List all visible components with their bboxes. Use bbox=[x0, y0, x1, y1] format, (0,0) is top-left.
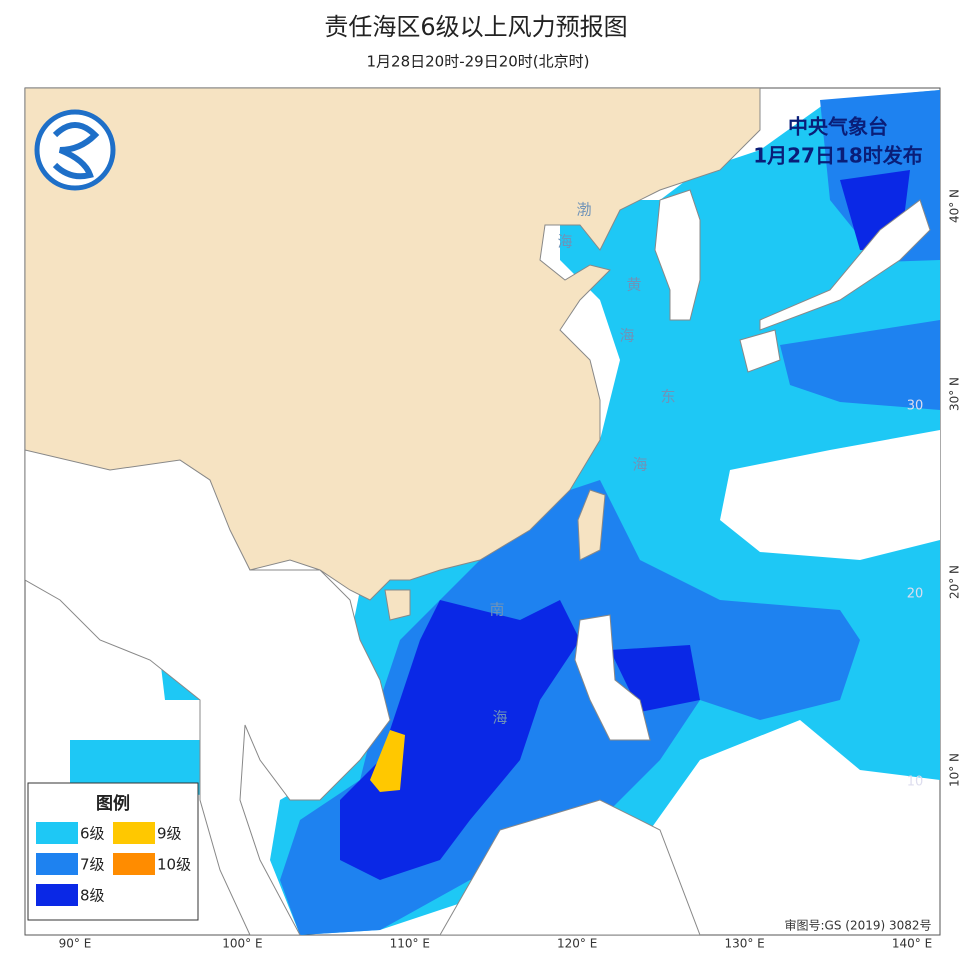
sea-label: 东 bbox=[660, 388, 675, 406]
overlay: 中央气象台 1月27日18时发布 渤 海 黄 海 东 海 南 海 审图号:GS … bbox=[27, 109, 962, 951]
sea-label: 海 bbox=[492, 709, 507, 727]
wind-zone bbox=[780, 320, 940, 410]
sea-label: 南 bbox=[489, 601, 504, 619]
issuer-agency: 中央气象台 bbox=[788, 115, 888, 139]
lon-label: 140° E bbox=[892, 937, 932, 951]
wind-zone bbox=[370, 730, 405, 792]
legend-label: 9级 bbox=[157, 825, 182, 843]
legend-label: 10级 bbox=[157, 856, 191, 874]
title: 责任海区6级以上风力预报图 bbox=[324, 13, 627, 41]
land bbox=[577, 489, 606, 561]
lon-label: 100° E bbox=[222, 937, 262, 951]
lon-label: 120° E bbox=[557, 937, 597, 951]
legend-swatch bbox=[36, 884, 78, 906]
land bbox=[759, 199, 931, 331]
lat-label: 30° N bbox=[948, 377, 962, 411]
legend-swatch bbox=[36, 853, 78, 875]
sea-label: 黄 bbox=[626, 276, 641, 294]
legend-swatch bbox=[113, 822, 155, 844]
land bbox=[439, 799, 701, 935]
logo-mark bbox=[52, 122, 100, 180]
grid-value: 10 bbox=[907, 775, 924, 790]
legend-title: 图例 bbox=[96, 793, 130, 814]
sea-label: 渤 bbox=[576, 201, 591, 219]
wind-zone bbox=[340, 600, 580, 880]
approval-number: 审图号:GS (2019) 3082号 bbox=[784, 918, 931, 933]
issue-time: 1月27日18时发布 bbox=[753, 144, 923, 168]
map-layers bbox=[25, 88, 940, 935]
land bbox=[654, 189, 701, 321]
legend-swatch bbox=[36, 822, 78, 844]
land bbox=[25, 88, 761, 601]
legend-label: 8级 bbox=[80, 887, 105, 905]
land bbox=[739, 329, 781, 373]
lat-label: 40° N bbox=[948, 189, 962, 223]
land bbox=[574, 614, 651, 741]
wind-zone bbox=[70, 740, 205, 795]
subtitle: 1月28日20时-29日20时(北京时) bbox=[366, 53, 589, 71]
lon-label: 130° E bbox=[724, 937, 764, 951]
grid-value: 30 bbox=[907, 399, 924, 414]
sea-label: 海 bbox=[619, 327, 634, 345]
legend-label: 6级 bbox=[80, 825, 105, 843]
lon-label: 110° E bbox=[390, 937, 430, 951]
legend-swatch bbox=[113, 853, 155, 875]
sea-label: 海 bbox=[632, 456, 647, 474]
calm-area bbox=[720, 430, 940, 560]
sea-label: 海 bbox=[557, 233, 572, 251]
land bbox=[25, 449, 391, 935]
land bbox=[384, 589, 411, 621]
lat-label: 10° N bbox=[948, 753, 962, 787]
lon-label: 90° E bbox=[59, 937, 92, 951]
lat-label: 20° N bbox=[948, 565, 962, 599]
legend-label: 7级 bbox=[80, 856, 105, 874]
grid-value: 20 bbox=[907, 587, 924, 602]
